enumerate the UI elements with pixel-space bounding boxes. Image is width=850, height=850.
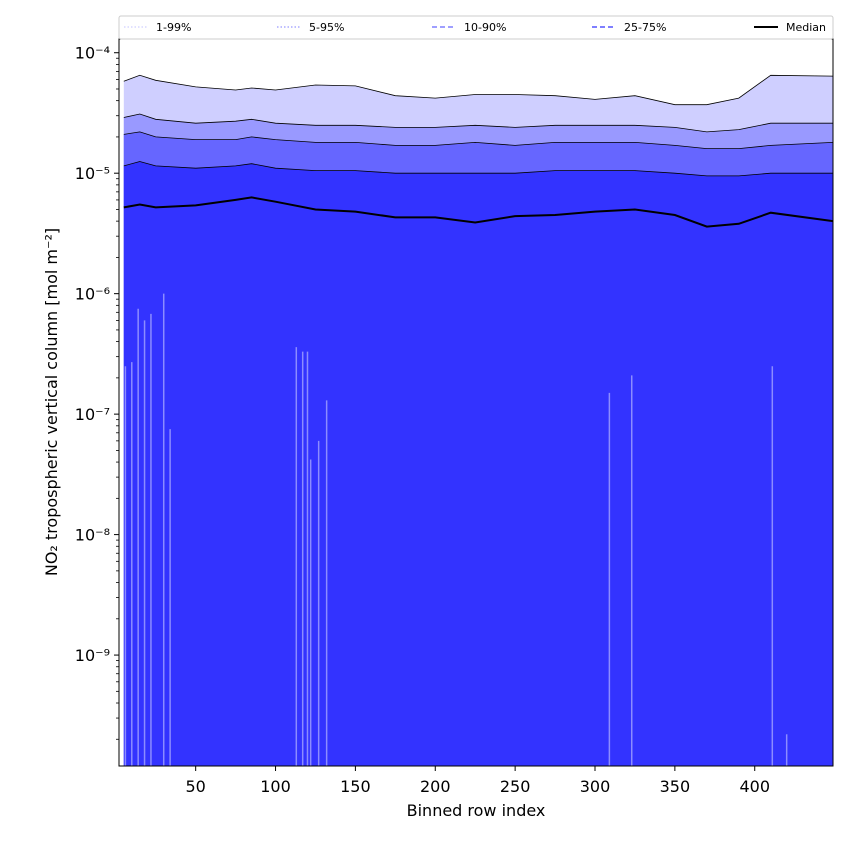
band-25-75%	[123, 161, 833, 766]
x-tick-label: 350	[660, 777, 691, 796]
y-tick-label: 10⁻⁶	[75, 285, 110, 304]
legend-label: Median	[786, 21, 826, 34]
band-edge-1-99%	[123, 74, 833, 106]
band-edge-10-90%	[123, 131, 833, 149]
x-tick-label: 300	[580, 777, 611, 796]
y-axis: 10⁻⁹ 10⁻⁸ 10⁻⁷ 10⁻⁶ 10⁻⁵ 10⁻⁴	[75, 44, 119, 740]
y-axis-label: NO₂ tropospheric vertical column [mol m⁻…	[42, 228, 61, 576]
legend-label: 25-75%	[624, 21, 666, 34]
y-tick-label: 10⁻⁷	[75, 405, 110, 424]
y-tick-label: 10⁻⁵	[75, 164, 110, 183]
x-tick-label: 150	[340, 777, 371, 796]
legend-label: 5-95%	[309, 21, 344, 34]
x-tick-label: 400	[739, 777, 770, 796]
y-tick-label: 10⁻⁹	[75, 646, 110, 665]
band-edge-25-75%	[123, 161, 833, 177]
x-tick-label: 250	[500, 777, 531, 796]
x-tick-label: 100	[260, 777, 291, 796]
y-tick-label: 10⁻⁸	[75, 526, 110, 545]
plot-area	[123, 74, 833, 766]
x-axis: 50 100 150 200 250 300 350 400	[185, 766, 770, 796]
legend-label: 10-90%	[464, 21, 506, 34]
legend: 1-99% 5-95% 10-90% 25-75% Median	[118, 15, 834, 40]
legend-label: 1-99%	[156, 21, 191, 34]
median-line	[123, 196, 833, 228]
x-axis-label: Binned row index	[407, 801, 546, 820]
legend-frame	[118, 15, 834, 40]
band-edge-5-95%	[123, 113, 833, 133]
y-tick-label: 10⁻⁴	[75, 44, 110, 63]
x-tick-label: 200	[420, 777, 451, 796]
x-tick-label: 50	[185, 777, 205, 796]
